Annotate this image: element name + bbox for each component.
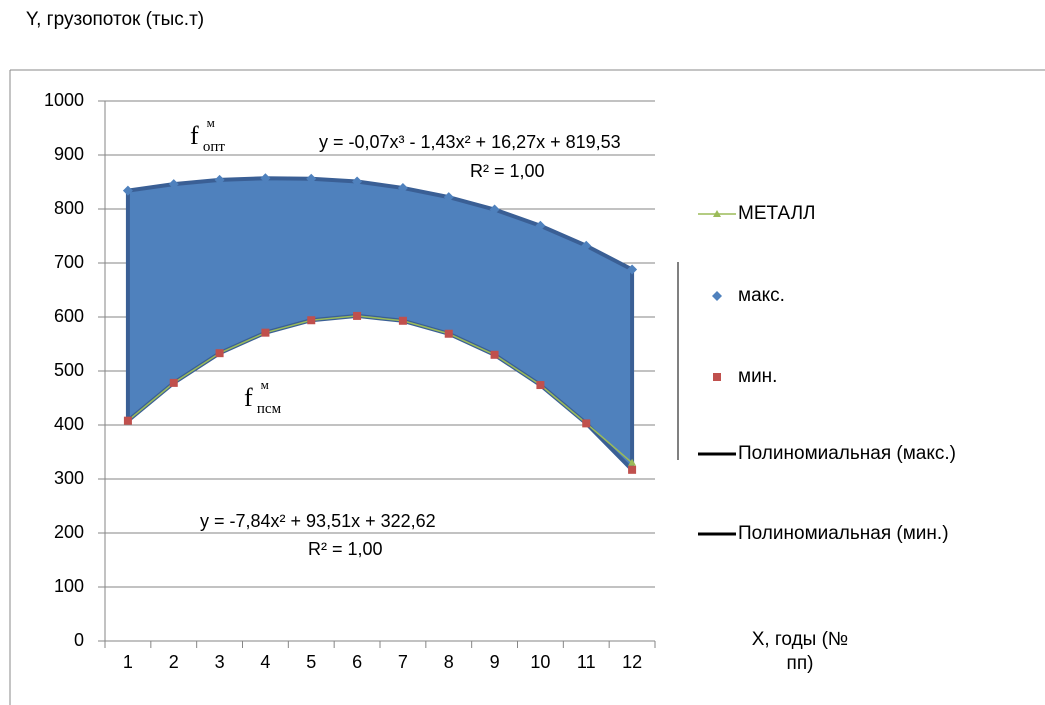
y-tick-label: 100 <box>54 576 84 596</box>
y-tick-label: 700 <box>54 252 84 272</box>
legend-label: Полиномиальная (макс.) <box>738 443 957 464</box>
f-label: f м опт <box>190 115 225 155</box>
marker <box>536 381 545 390</box>
f-sup: м <box>261 377 269 392</box>
marker <box>260 173 271 184</box>
marker <box>582 419 591 428</box>
f-sup: м <box>207 115 215 130</box>
band-fill <box>127 178 633 470</box>
legend-label: мин. <box>738 366 778 387</box>
marker <box>353 311 362 320</box>
marker <box>444 329 453 338</box>
marker <box>214 174 225 185</box>
y-tick-label: 200 <box>54 522 84 542</box>
x-tick-label: 5 <box>306 652 316 672</box>
x-tick-label: 8 <box>444 652 454 672</box>
marker <box>122 185 133 196</box>
f-sub: опт <box>203 139 226 155</box>
marker <box>397 182 408 193</box>
marker <box>169 378 178 387</box>
marker <box>628 465 637 474</box>
x-tick-label: 3 <box>215 652 225 672</box>
legend-label: макс. <box>738 285 785 306</box>
legend-marker <box>713 373 721 381</box>
y-tick-label: 300 <box>54 468 84 488</box>
marker <box>581 240 592 251</box>
y-tick-label: 0 <box>74 630 84 650</box>
marker <box>352 176 363 187</box>
x-tick-label: 12 <box>622 652 642 672</box>
marker <box>535 220 546 231</box>
marker <box>168 179 179 190</box>
y-tick-label: 800 <box>54 198 84 218</box>
marker <box>443 192 454 203</box>
x-tick-label: 4 <box>260 652 270 672</box>
x-tick-label: 11 <box>577 652 596 672</box>
equation: y = -7,84x² + 93,51x + 322,62 <box>200 511 436 531</box>
x-tick-label: 10 <box>530 652 550 672</box>
y-axis-title: Y, грузопоток (тыс.т) <box>25 9 205 30</box>
y-tick-label: 400 <box>54 414 84 434</box>
r-squared: R² = 1,00 <box>308 539 383 559</box>
marker <box>306 173 317 184</box>
legend-label: Полиномиальная (мин.) <box>738 523 949 544</box>
marker <box>261 328 270 337</box>
f-sub: псм <box>257 401 282 417</box>
marker <box>490 350 499 359</box>
marker <box>215 349 224 358</box>
x-tick-label: 1 <box>123 652 133 672</box>
y-tick-label: 500 <box>54 360 84 380</box>
marker <box>307 316 316 325</box>
legend-marker <box>713 210 721 217</box>
f-base: f <box>190 121 199 150</box>
legend-label: МЕТАЛЛ <box>738 203 816 224</box>
marker <box>628 458 637 466</box>
marker <box>398 316 407 325</box>
y-tick-label: 600 <box>54 306 84 326</box>
y-tick-label: 1000 <box>44 90 84 110</box>
x-tick-label: 7 <box>398 652 408 672</box>
equation: y = -0,07x³ - 1,43x² + 16,27x + 819,53 <box>319 132 621 152</box>
f-label: f м псм <box>244 377 282 417</box>
marker <box>489 204 500 215</box>
legend-marker <box>712 291 722 301</box>
marker <box>123 416 132 425</box>
x-tick-label: 2 <box>169 652 179 672</box>
marker <box>627 264 638 275</box>
x-tick-label: 6 <box>352 652 362 672</box>
y-tick-label: 900 <box>54 144 84 164</box>
x-axis-title: X, годы (№ пп) <box>751 629 849 674</box>
series-line <box>127 315 633 464</box>
x-tick-label: 9 <box>490 652 500 672</box>
r-squared: R² = 1,00 <box>470 161 545 181</box>
f-base: f <box>244 383 253 412</box>
